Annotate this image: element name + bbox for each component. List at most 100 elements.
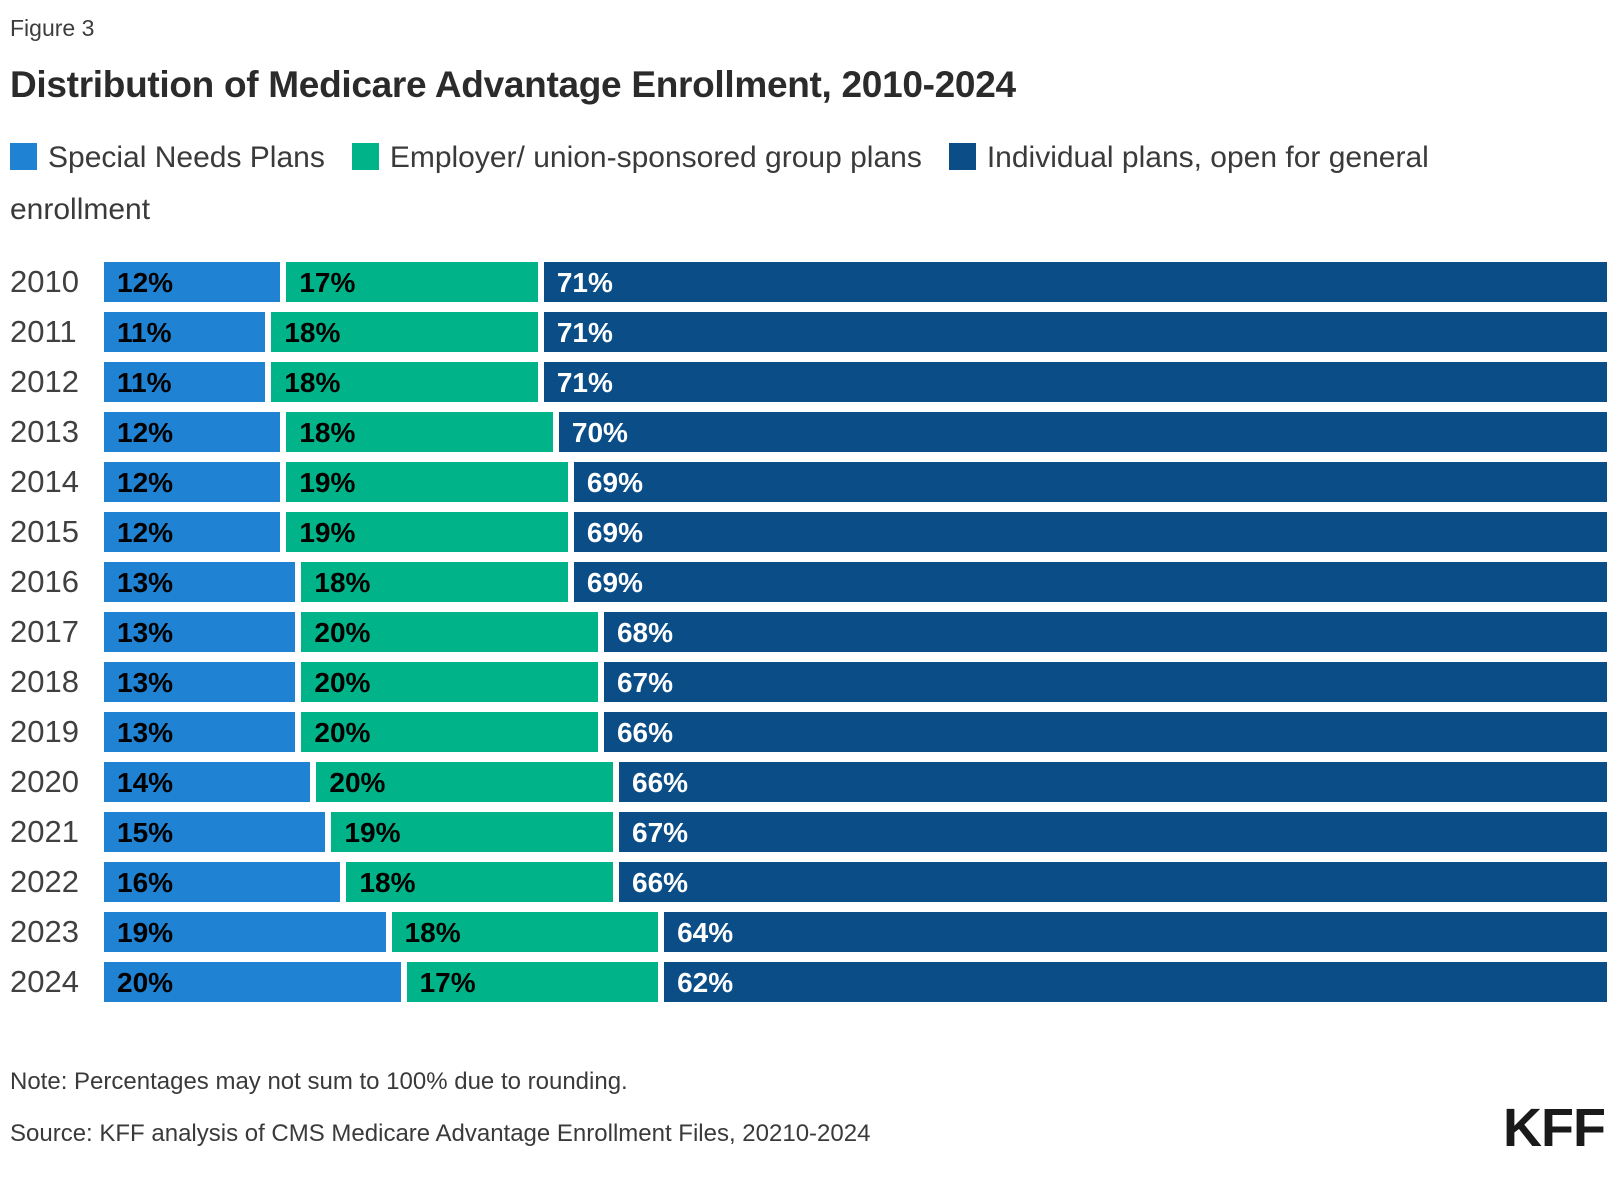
bar-track: 13% 20% 66%: [104, 712, 1607, 752]
bar-value-label: 67%: [632, 817, 689, 848]
bar-value-label: 18%: [314, 567, 371, 598]
bar-value-label: 11%: [117, 317, 172, 348]
bar-value-label: 20%: [314, 617, 371, 648]
bar-segment: 71%: [543, 362, 1607, 402]
figure-label: Figure 3: [10, 15, 95, 41]
bar-segment: 66%: [619, 862, 1607, 902]
bar-value-label: 15%: [117, 817, 174, 848]
chart-row-2024: 2024 20% 17% 62%: [10, 962, 1607, 1002]
bar-segment: 15%: [104, 812, 326, 852]
chart-row-2022: 2022 16% 18% 66%: [10, 862, 1607, 902]
bar-value-label: 20%: [314, 717, 371, 748]
year-label: 2020: [10, 764, 79, 799]
bar-track: 16% 18% 66%: [104, 862, 1607, 902]
chart-row-2023: 2023 19% 18% 64%: [10, 912, 1607, 952]
bar-track: 12% 19% 69%: [104, 512, 1607, 552]
bar-track: 19% 18% 64%: [104, 912, 1607, 952]
bar-value-label: 64%: [677, 917, 734, 948]
legend-item-0: Special Needs Plans: [10, 141, 325, 174]
bar-segment: 71%: [543, 262, 1607, 302]
bar-segment: 13%: [104, 662, 296, 702]
bar-segment: 20%: [301, 712, 598, 752]
bar-track: 12% 17% 71%: [104, 262, 1607, 302]
year-label: 2019: [10, 714, 79, 749]
bar-segment: 12%: [104, 262, 281, 302]
year-label: 2013: [10, 414, 79, 449]
bar-track: 11% 18% 71%: [104, 312, 1607, 352]
bar-segment: 66%: [603, 712, 1607, 752]
bar-value-label: 12%: [117, 467, 174, 498]
legend-item-1: Employer/ union-sponsored group plans: [351, 141, 922, 174]
bar-value-label: 20%: [314, 667, 371, 698]
bar-value-label: 12%: [117, 517, 174, 548]
legend-swatch-icon: [948, 143, 976, 170]
bar-segment: 11%: [104, 362, 266, 402]
bar-segment: 19%: [286, 512, 568, 552]
bar-segment: 12%: [104, 412, 281, 452]
bar-segment: 62%: [664, 962, 1607, 1002]
bar-value-label: 18%: [284, 317, 341, 348]
bar-value-label: 71%: [556, 317, 613, 348]
bar-value-label: 18%: [359, 867, 416, 898]
bar-segment: 20%: [301, 662, 598, 702]
legend: Special Needs Plans Employer/ union-spons…: [10, 132, 1550, 236]
bar-track: 13% 20% 67%: [104, 662, 1607, 702]
bar-value-label: 14%: [117, 767, 174, 798]
bar-value-label: 19%: [117, 917, 174, 948]
page-title: Distribution of Medicare Advantage Enrol…: [10, 64, 1016, 105]
chart-row-2017: 2017 13% 20% 68%: [10, 612, 1607, 652]
bar-segment: 68%: [603, 612, 1607, 652]
kff-logo: KFF: [1503, 1098, 1606, 1158]
note-text: Note: Percentages may not sum to 100% du…: [10, 1068, 628, 1095]
legend-label: Special Needs Plans: [48, 141, 325, 174]
legend-item-2: Individual plans, open for general enrol…: [10, 141, 1429, 226]
bar-value-label: 66%: [632, 767, 689, 798]
bar-value-label: 20%: [329, 767, 386, 798]
bar-value-label: 20%: [117, 967, 174, 998]
bar-value-label: 69%: [586, 567, 643, 598]
bar-segment: 16%: [104, 862, 341, 902]
bar-value-label: 71%: [556, 367, 613, 398]
year-label: 2017: [10, 614, 79, 649]
bar-track: 12% 19% 69%: [104, 462, 1607, 502]
chart-row-2014: 2014 12% 19% 69%: [10, 462, 1607, 502]
bar-segment: 17%: [286, 262, 538, 302]
bar-segment: 69%: [573, 512, 1607, 552]
bar-value-label: 68%: [616, 617, 674, 648]
year-label: 2012: [10, 364, 79, 399]
bar-segment: 13%: [104, 612, 296, 652]
bar-track: 20% 17% 62%: [104, 962, 1607, 1002]
bar-segment: 12%: [104, 512, 281, 552]
year-label: 2011: [10, 314, 77, 349]
bar-value-label: 16%: [117, 867, 174, 898]
bar-value-label: 66%: [616, 717, 674, 748]
bar-value-label: 13%: [117, 667, 174, 698]
chart-row-2016: 2016 13% 18% 69%: [10, 562, 1607, 602]
bar-segment: 67%: [603, 662, 1607, 702]
year-label: 2021: [10, 814, 79, 849]
legend-label: Employer/ union-sponsored group plans: [389, 141, 922, 174]
bar-track: 11% 18% 71%: [104, 362, 1607, 402]
bar-value-label: 70%: [571, 417, 628, 448]
chart-row-2018: 2018 13% 20% 67%: [10, 662, 1607, 702]
bar-segment: 20%: [301, 612, 598, 652]
bar-segment: 19%: [104, 912, 386, 952]
chart-row-2021: 2021 15% 19% 67%: [10, 812, 1607, 852]
chart-row-2013: 2013 12% 18% 70%: [10, 412, 1607, 452]
bar-segment: 67%: [619, 812, 1607, 852]
bar-value-label: 71%: [556, 267, 613, 298]
bar-segment: 18%: [301, 562, 568, 602]
bar-segment: 18%: [346, 862, 613, 902]
bar-segment: 11%: [104, 312, 266, 352]
bar-value-label: 13%: [117, 567, 174, 598]
bar-segment: 64%: [664, 912, 1607, 952]
bar-segment: 17%: [406, 962, 659, 1002]
stacked-bar-chart: 2010 12% 17% 71% 2011 11% 18% 71% 2012 11% 18% 71% 2…: [10, 262, 1607, 1002]
bar-segment: 18%: [271, 362, 538, 402]
bar-value-label: 13%: [117, 617, 174, 648]
bar-track: 12% 18% 70%: [104, 412, 1607, 452]
bar-segment: 18%: [286, 412, 553, 452]
year-label: 2010: [10, 264, 79, 299]
year-label: 2018: [10, 664, 79, 699]
